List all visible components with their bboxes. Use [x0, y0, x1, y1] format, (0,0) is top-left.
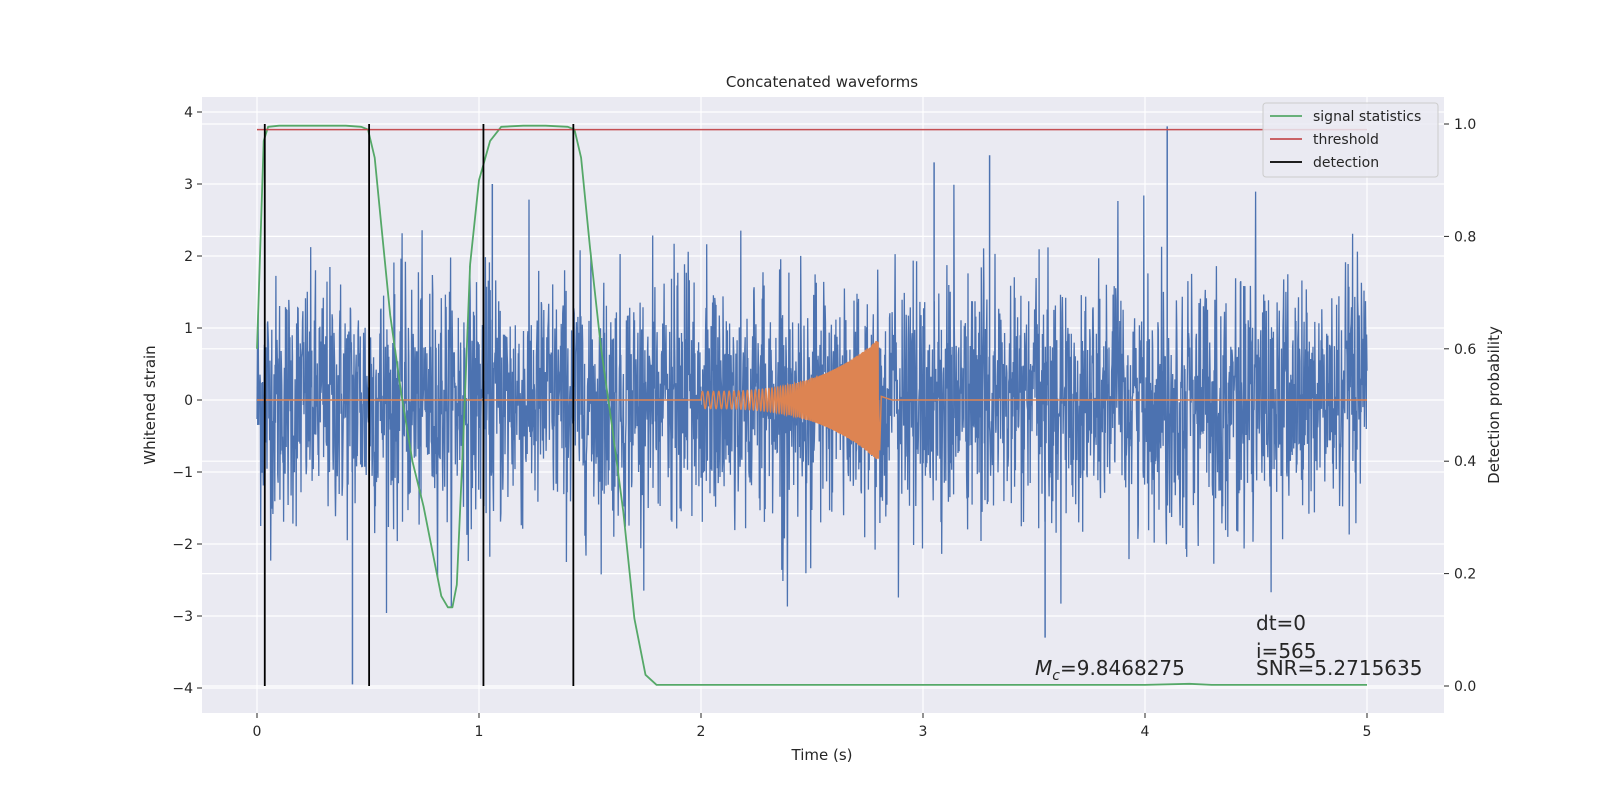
y-tick-label: −1 — [172, 465, 193, 481]
y-tick-label: 2 — [184, 249, 193, 265]
y2-tick-label: 1.0 — [1454, 117, 1476, 133]
chirp-mass-value: =9.8468275 — [1060, 656, 1185, 680]
y-tick-label: 0 — [184, 393, 193, 409]
legend-label-detection: detection — [1313, 155, 1379, 171]
y2-tick-label: 0.2 — [1454, 567, 1476, 583]
x-tick-label: 5 — [1363, 724, 1372, 740]
y-tick-label: −3 — [172, 609, 193, 625]
annotations: dt=0 i=565 SNR=5.2715635 Mc=9.8468275 — [1035, 611, 1422, 684]
probability-series — [256, 124, 1367, 686]
legend-label-signal-statistics: signal statistics — [1313, 109, 1421, 125]
signal-statistics-line — [256, 124, 1367, 686]
chart-title: Concatenated waveforms — [726, 73, 918, 91]
legend-box — [1262, 102, 1439, 178]
y-tick-label: −4 — [172, 681, 193, 697]
y2-tick-label: 0.6 — [1454, 342, 1476, 358]
template-line — [257, 341, 1367, 460]
template-series — [257, 341, 1367, 460]
y-tick-label: 3 — [184, 177, 193, 193]
y-axis-label: Whitened strain — [141, 345, 159, 464]
whitened-strain-series — [256, 126, 1368, 685]
x-tick-label: 0 — [253, 724, 262, 740]
y-tick-label: −2 — [172, 537, 193, 553]
x-axis-label: Time (s) — [791, 746, 853, 764]
x-tick-label: 3 — [919, 724, 928, 740]
legend: signal statistics threshold detection — [1262, 102, 1439, 178]
strain-spikes — [351, 126, 1168, 685]
y2-axis-label: Detection probability — [1485, 326, 1503, 484]
y-axis-ticks: −4 −3 −2 −1 0 1 2 3 4 — [172, 105, 202, 697]
y-tick-label: 1 — [184, 321, 193, 337]
x-tick-label: 1 — [475, 724, 484, 740]
x-tick-label: 2 — [697, 724, 706, 740]
x-tick-label: 4 — [1141, 724, 1150, 740]
chirp-mass-subscript: c — [1052, 668, 1060, 684]
legend-label-threshold: threshold — [1313, 132, 1379, 148]
y2-tick-label: 0.4 — [1454, 454, 1476, 470]
index-annotation: i=565 — [1256, 639, 1317, 663]
y-tick-label: 4 — [184, 105, 193, 121]
y2-tick-label: 0.0 — [1454, 679, 1476, 695]
snr-annotation: SNR=5.2715635 — [1256, 656, 1422, 680]
x-axis-ticks: 0 1 2 3 4 5 — [253, 713, 1372, 740]
y2-tick-label: 0.8 — [1454, 229, 1476, 245]
strain-line — [256, 184, 1368, 614]
y2-axis-ticks: 0.0 0.2 0.4 0.6 0.8 1.0 — [1444, 117, 1476, 695]
dt-annotation: dt=0 — [1256, 611, 1306, 635]
chirp-mass-symbol: M — [1035, 656, 1052, 680]
chirp-mass-annotation: Mc=9.8468275 — [1035, 656, 1185, 684]
